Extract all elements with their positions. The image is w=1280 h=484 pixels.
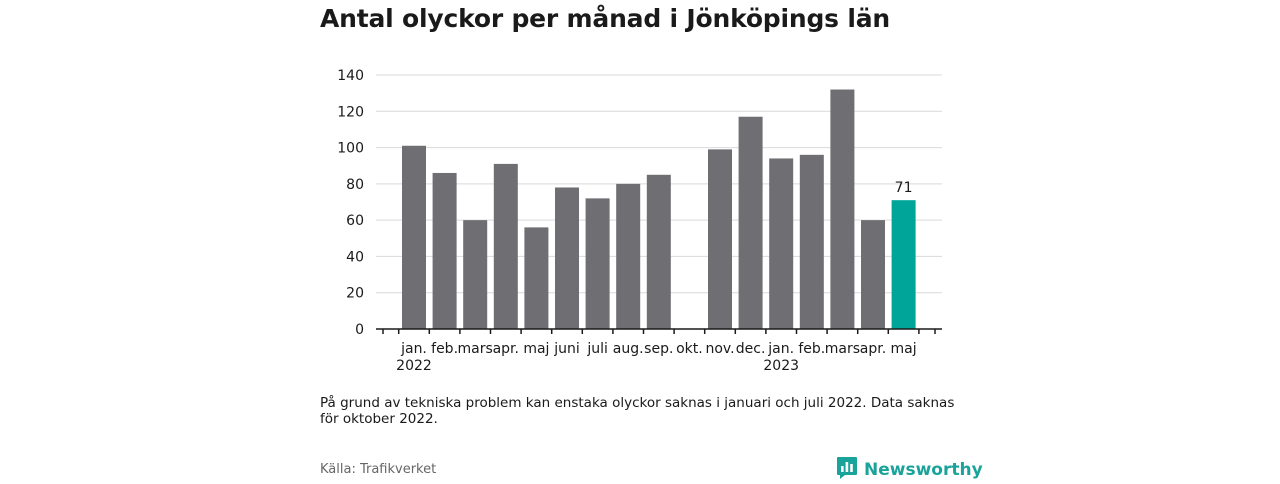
bar — [463, 220, 488, 329]
data-label: 71 — [895, 180, 913, 196]
bar — [555, 187, 579, 329]
y-tick-label: 20 — [346, 286, 364, 302]
x-year-label: 2023 — [763, 358, 799, 374]
bar — [708, 149, 732, 329]
x-tick-label: maj — [891, 341, 917, 357]
x-tick-label: feb. — [431, 341, 458, 357]
bar — [891, 200, 916, 329]
source-credit: Källa: Trafikverket — [320, 462, 437, 477]
x-year-label: 2022 — [396, 358, 432, 374]
x-tick-label: maj — [523, 341, 549, 357]
brand-name: Newsworthy — [864, 460, 983, 480]
y-tick-label: 40 — [346, 249, 364, 265]
bar — [799, 154, 824, 329]
bar — [616, 183, 641, 329]
bar — [769, 158, 794, 329]
x-tick-label: jan. — [400, 341, 427, 357]
bar — [830, 89, 855, 329]
x-tick-label: aug. — [613, 341, 644, 357]
x-axis-tick-labels: jan. feb. mars apr. maj juni juli aug. sep. okt. n… — [396, 341, 916, 374]
bar — [493, 163, 518, 329]
y-tick-label: 100 — [337, 141, 364, 157]
bar — [646, 174, 671, 329]
newsworthy-logo-icon — [836, 456, 858, 484]
x-tick-label: dec. — [736, 341, 766, 357]
y-tick-label: 60 — [346, 213, 364, 229]
x-tick-label: juni — [553, 341, 580, 357]
x-tick-label: nov. — [705, 341, 734, 357]
y-tick-label: 140 — [337, 68, 364, 84]
y-tick-label: 0 — [355, 322, 364, 338]
x-tick-label: sep. — [644, 341, 673, 357]
x-tick-label: jan. — [767, 341, 794, 357]
x-tick-label: apr. — [493, 341, 519, 357]
y-axis-tick-labels: 0 20 40 60 80 100 120 140 — [337, 68, 364, 338]
x-tick-label: mars — [458, 341, 493, 357]
chart-title: Antal olyckor per månad i Jönköpings län — [320, 4, 890, 33]
footnote: På grund av tekniska problem kan enstaka… — [320, 395, 955, 427]
x-tick-label: juli — [586, 341, 608, 357]
x-axis — [376, 328, 942, 334]
bar — [432, 172, 457, 329]
bar — [524, 227, 549, 329]
bar — [738, 116, 763, 329]
x-tick-label: apr. — [860, 341, 886, 357]
data-labels: 71 — [895, 180, 913, 196]
x-tick-label: okt. — [676, 341, 703, 357]
bar — [861, 220, 885, 329]
newsworthy-brand: Newsworthy — [836, 456, 983, 484]
x-tick-label: mars — [825, 341, 860, 357]
x-tick-label: feb. — [798, 341, 825, 357]
y-tick-label: 80 — [346, 177, 364, 193]
y-tick-label: 120 — [337, 104, 364, 120]
bars — [402, 89, 916, 329]
bar — [402, 145, 426, 329]
bar — [585, 198, 610, 329]
